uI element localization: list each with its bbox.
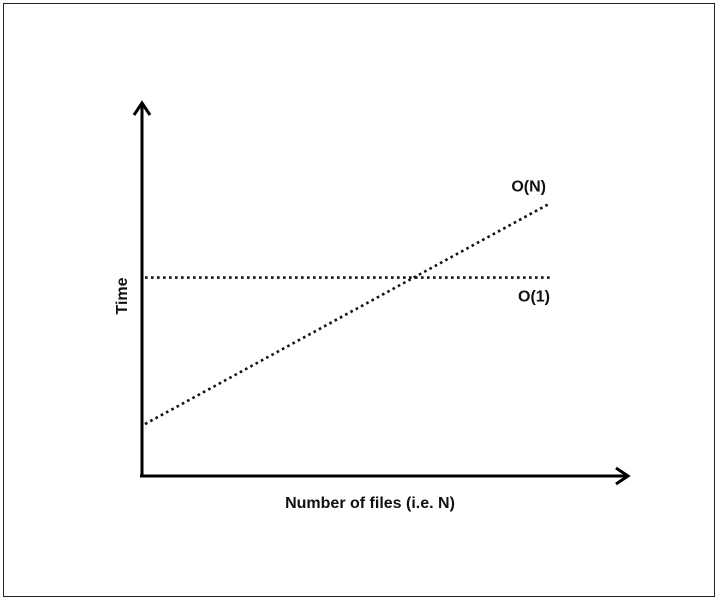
series-o1-label: O(1) (518, 289, 550, 306)
x-axis-arrow (615, 466, 631, 486)
series-on-line (144, 202, 551, 426)
y-axis-label: Time (114, 277, 131, 314)
chart-frame (3, 3, 715, 597)
x-axis-label: Number of files (i.e. N) (285, 495, 455, 512)
series-on-label: O(N) (511, 178, 546, 195)
y-axis-arrow (132, 100, 152, 116)
